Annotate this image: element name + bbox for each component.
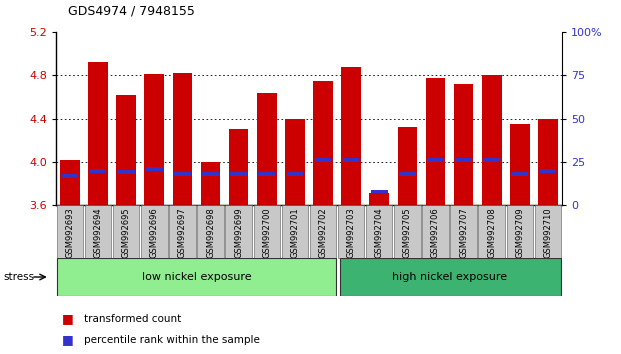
Text: GSM992701: GSM992701 — [291, 207, 299, 258]
FancyBboxPatch shape — [535, 205, 561, 258]
Text: transformed count: transformed count — [84, 314, 181, 324]
Bar — [145, 74, 164, 205]
Bar — [482, 75, 502, 205]
Bar — [427, 158, 444, 162]
FancyBboxPatch shape — [225, 205, 252, 258]
Bar — [60, 160, 79, 205]
Text: GSM992699: GSM992699 — [234, 207, 243, 258]
FancyBboxPatch shape — [57, 205, 83, 258]
Bar — [371, 189, 388, 193]
Text: GSM992696: GSM992696 — [150, 207, 159, 258]
Text: low nickel exposure: low nickel exposure — [142, 272, 252, 282]
Bar — [399, 172, 415, 176]
Text: stress: stress — [3, 272, 34, 282]
Text: ■: ■ — [62, 312, 74, 325]
FancyBboxPatch shape — [338, 205, 365, 258]
Text: high nickel exposure: high nickel exposure — [392, 272, 507, 282]
Bar — [342, 67, 361, 205]
Bar — [454, 84, 473, 205]
Text: percentile rank within the sample: percentile rank within the sample — [84, 335, 260, 345]
Bar — [455, 158, 472, 162]
Text: GSM992698: GSM992698 — [206, 207, 215, 258]
Bar — [173, 73, 193, 205]
Text: GSM992704: GSM992704 — [374, 207, 384, 258]
Bar — [425, 79, 445, 205]
Bar — [202, 172, 219, 176]
FancyBboxPatch shape — [340, 258, 561, 296]
FancyBboxPatch shape — [169, 205, 196, 258]
Bar — [512, 172, 528, 176]
Bar — [538, 119, 558, 205]
Bar — [118, 171, 135, 174]
FancyBboxPatch shape — [310, 205, 336, 258]
FancyBboxPatch shape — [113, 205, 139, 258]
Bar — [229, 130, 248, 205]
Text: GSM992707: GSM992707 — [459, 207, 468, 258]
Bar — [483, 158, 500, 162]
Text: GSM992700: GSM992700 — [262, 207, 271, 258]
Text: ■: ■ — [62, 333, 74, 346]
Bar — [89, 169, 106, 172]
Text: GSM992702: GSM992702 — [319, 207, 327, 258]
FancyBboxPatch shape — [394, 205, 420, 258]
Bar — [257, 93, 276, 205]
Bar — [343, 158, 360, 162]
FancyBboxPatch shape — [253, 205, 280, 258]
Text: GSM992693: GSM992693 — [65, 207, 75, 258]
Bar — [285, 119, 305, 205]
Bar — [88, 62, 108, 205]
Bar — [286, 172, 303, 176]
Bar — [146, 167, 163, 171]
Bar — [230, 172, 247, 176]
Text: GSM992697: GSM992697 — [178, 207, 187, 258]
Text: GSM992706: GSM992706 — [431, 207, 440, 258]
FancyBboxPatch shape — [450, 205, 477, 258]
Bar — [369, 193, 389, 205]
Text: GSM992708: GSM992708 — [487, 207, 496, 258]
Text: GSM992695: GSM992695 — [122, 207, 130, 258]
Text: GDS4974 / 7948155: GDS4974 / 7948155 — [68, 5, 195, 18]
Bar — [315, 158, 332, 162]
FancyBboxPatch shape — [366, 205, 392, 258]
FancyBboxPatch shape — [57, 258, 336, 296]
Text: GSM992709: GSM992709 — [515, 207, 524, 258]
FancyBboxPatch shape — [507, 205, 533, 258]
Bar — [540, 169, 556, 172]
FancyBboxPatch shape — [282, 205, 308, 258]
FancyBboxPatch shape — [422, 205, 449, 258]
Bar — [116, 95, 136, 205]
Bar — [258, 172, 275, 176]
Text: GSM992694: GSM992694 — [94, 207, 102, 258]
Bar — [510, 124, 530, 205]
Bar — [397, 127, 417, 205]
Bar — [201, 162, 220, 205]
Bar — [61, 174, 78, 178]
Text: GSM992703: GSM992703 — [347, 207, 356, 258]
Text: GSM992710: GSM992710 — [543, 207, 553, 258]
FancyBboxPatch shape — [141, 205, 168, 258]
Bar — [174, 172, 191, 176]
FancyBboxPatch shape — [479, 205, 505, 258]
FancyBboxPatch shape — [85, 205, 111, 258]
Bar — [313, 81, 333, 205]
Text: GSM992705: GSM992705 — [403, 207, 412, 258]
FancyBboxPatch shape — [197, 205, 224, 258]
